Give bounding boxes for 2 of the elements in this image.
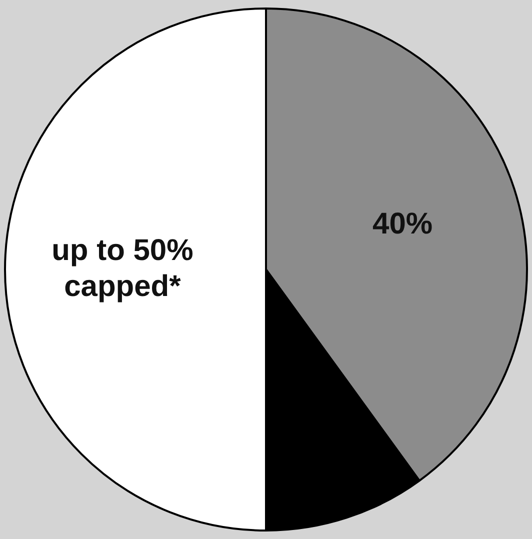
data-label: 40% bbox=[372, 207, 433, 240]
data-label: up to 50% capped* bbox=[52, 234, 194, 303]
